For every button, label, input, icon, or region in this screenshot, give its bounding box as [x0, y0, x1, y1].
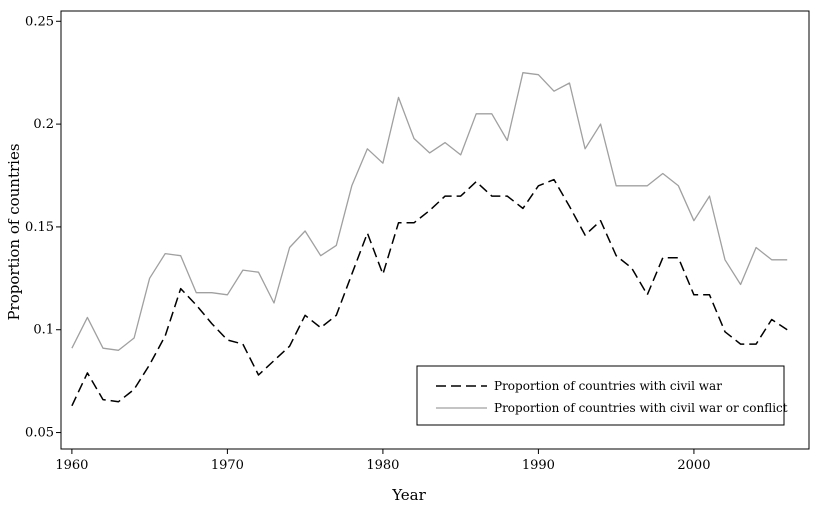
x-tick-label: 1990 [522, 458, 555, 473]
x-tick-label: 1980 [366, 458, 399, 473]
legend-label-civil-war-or-conflict: Proportion of countries with civil war o… [494, 401, 788, 415]
series-layer [71, 72, 788, 407]
legend: Proportion of countries with civil war P… [416, 365, 788, 426]
x-tick-label: 1960 [55, 458, 88, 473]
x-tick-label: 1970 [211, 458, 244, 473]
legend-box [416, 365, 785, 426]
y-axis-title: Proportion of countries [5, 143, 23, 320]
y-tick-label: 0.15 [25, 220, 54, 235]
x-axis: 1960 1970 1980 1990 2000 [55, 449, 710, 473]
y-tick-label: 0.05 [25, 426, 54, 441]
legend-label-civil-war: Proportion of countries with civil war [494, 379, 722, 393]
y-tick-label: 0.2 [33, 117, 54, 132]
x-tick-label: 2000 [677, 458, 710, 473]
y-axis: 0.05 0.1 0.15 0.2 0.25 [25, 14, 61, 441]
plot-frame [60, 10, 810, 450]
series-line-civil-war-or-conflict [71, 72, 788, 351]
y-tick-label: 0.1 [33, 323, 54, 338]
y-tick-label: 0.25 [25, 14, 54, 29]
plot-area-border [60, 10, 810, 450]
x-axis-title: Year [391, 486, 426, 504]
series-line-civil-war [71, 178, 788, 407]
